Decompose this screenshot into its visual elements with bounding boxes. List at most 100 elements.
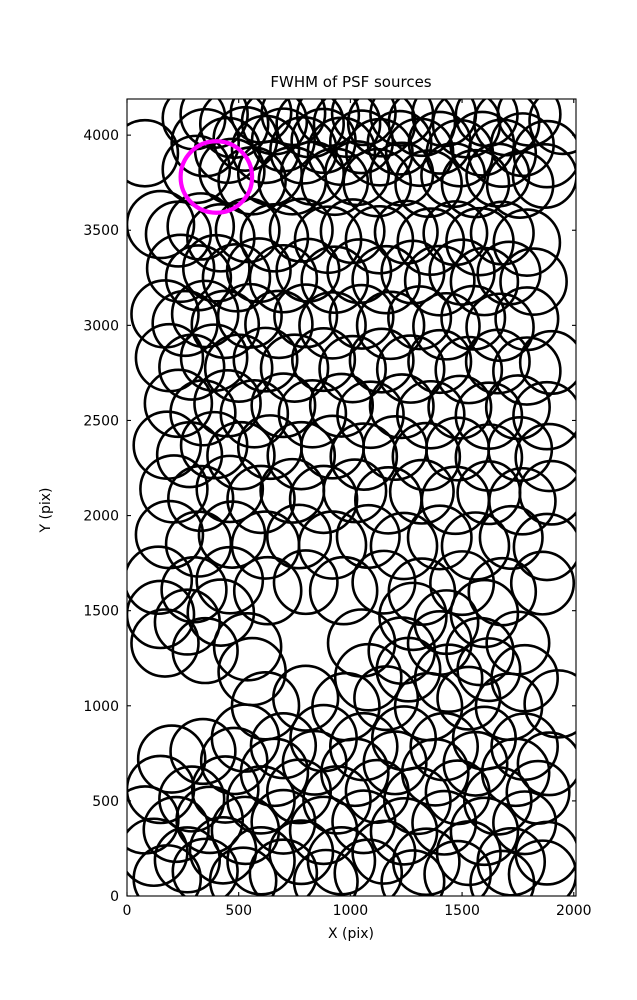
psf-source-circle [428, 238, 496, 306]
psf-source-circle [166, 192, 236, 261]
y-tick-label: 500 [92, 794, 119, 810]
psf-source-circle [308, 372, 375, 438]
psf-source-circle [336, 380, 405, 450]
psf-source-circle [167, 464, 235, 533]
psf-source-circle [288, 464, 359, 535]
psf-source-circle [329, 422, 399, 491]
psf-source-circle [306, 825, 377, 896]
highlighted-psf-source-circle [178, 139, 255, 215]
psf-source-circle [326, 238, 393, 305]
psf-source-circle [277, 378, 348, 449]
psf-source-circle [127, 579, 196, 650]
psf-source-circle [427, 374, 493, 440]
psf-source-circle [265, 503, 333, 570]
psf-source-circle [181, 233, 251, 303]
psf-source-circle [391, 827, 461, 896]
psf-source-circle [353, 665, 420, 732]
psf-source-circle [268, 197, 334, 263]
psf-source-circle [226, 825, 296, 896]
psf-source-circle [199, 726, 269, 796]
psf-source-circle [387, 285, 453, 351]
psf-source-circle [492, 208, 562, 277]
x-tick-label: 1000 [333, 903, 369, 919]
plot-title-group: FWHM of PSF sources [270, 73, 431, 91]
psf-source-circle [413, 643, 484, 714]
psf-source-circle [260, 99, 327, 147]
psf-source-circle [485, 150, 555, 219]
psf-source-circle [190, 755, 260, 824]
psf-source-circle [203, 333, 274, 403]
psf-source-circle [464, 328, 531, 395]
psf-source-circle [127, 545, 194, 616]
psf-source-circle [420, 465, 491, 536]
psf-source-circle [516, 731, 576, 797]
x-axis-ticks: 0 500 1000 1500 2000 [123, 99, 592, 919]
psf-source-circle [411, 99, 478, 148]
psf-source-circle [412, 291, 481, 361]
psf-source-circle [420, 142, 487, 209]
psf-source-circle [333, 642, 403, 712]
psf-source-circle [362, 730, 428, 796]
x-tick-label: 0 [123, 903, 132, 919]
y-axis-label: Y (pix) [38, 488, 54, 534]
psf-source-circle [368, 373, 435, 440]
psf-source-circle [136, 724, 207, 794]
psf-source-circle [496, 99, 562, 147]
psf-source-circle [369, 141, 435, 207]
psf-source-circle [171, 837, 239, 896]
psf-source-circle [170, 279, 240, 349]
y-tick-label: 0 [110, 889, 119, 905]
psf-source-circle [330, 99, 397, 147]
psf-source-circle [375, 636, 442, 703]
psf-source-circle [449, 796, 520, 867]
psf-source-circle [487, 415, 554, 483]
psf-source-circle [179, 410, 249, 480]
axes-frame [126, 98, 577, 897]
psf-source-circle [523, 669, 576, 739]
psf-source-circle [266, 420, 337, 491]
psf-source-circle [197, 500, 267, 569]
psf-source-circle [158, 765, 226, 833]
psf-source-circle [492, 336, 562, 406]
psf-source-circle [232, 555, 303, 626]
psf-source-circle [201, 242, 272, 313]
psf-source-circle [132, 844, 203, 896]
psf-source-circle [291, 327, 357, 393]
psf-source-circle [175, 785, 245, 855]
psf-source-circle [324, 140, 391, 207]
psf-source-circle [387, 99, 457, 158]
psf-source-circle [512, 119, 576, 189]
psf-source-circle [226, 464, 296, 535]
psf-source-circle [423, 839, 492, 896]
axes-spine-rect [126, 98, 577, 897]
y-tick-label: 1000 [83, 699, 119, 715]
psf-source-circle [403, 244, 476, 317]
psf-source-circle [328, 109, 395, 175]
y-tick-label: 3000 [83, 318, 119, 334]
psf-source-circle [206, 420, 276, 491]
psf-source-circle [512, 380, 576, 451]
psf-source-circle [300, 245, 370, 315]
psf-source-circle [440, 511, 511, 581]
psf-source-circle [454, 423, 524, 492]
psf-source-circle [435, 820, 502, 887]
psf-source-circle [250, 372, 317, 439]
psf-source-circle [244, 289, 314, 360]
psf-source-circle [355, 290, 426, 361]
x-tick-label: 1500 [444, 903, 480, 919]
psf-source-circle [272, 549, 339, 616]
x-tick-label: 500 [225, 903, 252, 919]
psf-source-circle [212, 105, 279, 172]
psf-source-circle [230, 114, 301, 185]
y-axis-ticks: 0 500 1000 1500 2000 2500 3000 3500 4000 [83, 128, 576, 905]
psf-source-circle [351, 819, 417, 885]
psf-source-circle [407, 328, 473, 395]
psf-source-circle [388, 458, 455, 525]
psf-source-circle [320, 737, 390, 808]
psf-source-circle [512, 512, 576, 582]
psf-source-circle [268, 819, 335, 886]
y-tick-label: 2000 [83, 509, 119, 525]
psf-source-circle [509, 550, 576, 616]
